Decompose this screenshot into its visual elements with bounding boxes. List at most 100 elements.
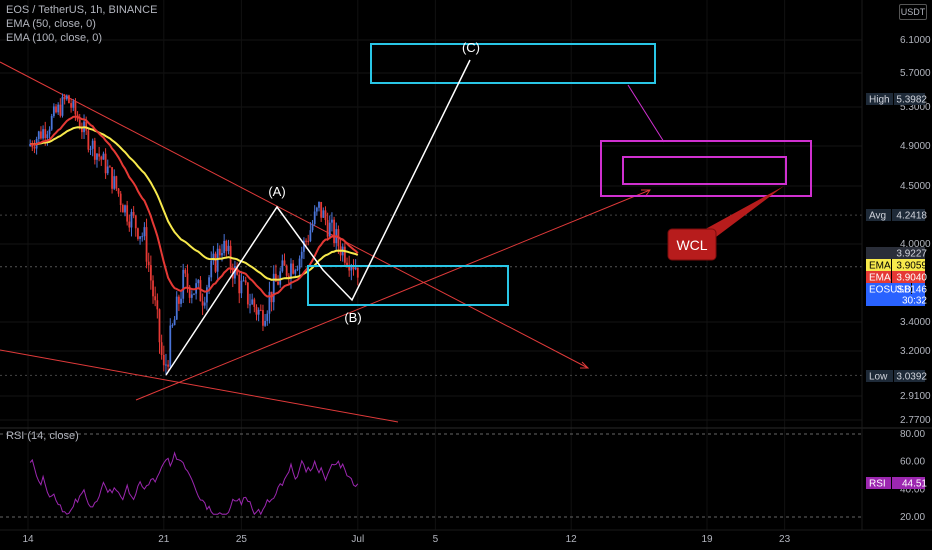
candle-body — [68, 95, 70, 104]
candle-body — [106, 166, 109, 174]
candle-body — [165, 364, 167, 366]
candle-body — [87, 130, 90, 150]
currency-button[interactable]: USDT — [899, 4, 927, 20]
low-label-name: Low — [869, 372, 888, 383]
candle-body — [274, 273, 277, 282]
candle-body — [173, 319, 176, 326]
last-price-label-value-bg — [912, 283, 925, 295]
symbol-title: EOS / TetherUS, 1h, BINANCE — [6, 4, 158, 16]
candle-body — [124, 205, 126, 213]
ema50-legend[interactable]: EMA (50, close, 0) — [6, 18, 96, 30]
rsi-value-label-name: RSI — [869, 479, 886, 490]
candle-body — [102, 153, 105, 160]
candle-body — [70, 103, 73, 108]
candle-body — [296, 268, 299, 271]
avg-label-value: 4.2418 — [896, 211, 927, 222]
candle-body — [346, 262, 348, 266]
high-label-value-bg — [894, 93, 925, 105]
last-price-label-value: 3.8146 — [896, 285, 927, 296]
candle-body — [197, 280, 200, 284]
price-tick-label: 4.5000 — [900, 181, 931, 192]
time-tick-label: Jul — [351, 534, 364, 545]
candle-body — [167, 364, 170, 367]
candle-body — [109, 166, 111, 168]
candle-body — [212, 253, 215, 261]
candle-body — [294, 270, 297, 274]
high-label-name-bg — [866, 93, 893, 105]
rsi-tick-label: 80.00 — [900, 429, 925, 440]
time-tick-label: 5 — [433, 534, 439, 545]
candle-body — [158, 309, 161, 343]
candle-body — [171, 325, 174, 327]
candle-body — [61, 96, 64, 116]
candle-body — [48, 129, 51, 135]
ema50-label-name: EMA — [869, 261, 891, 272]
price-tick-label: 6.1000 — [900, 35, 931, 46]
candle-body — [225, 240, 228, 252]
candle-body — [46, 134, 49, 139]
candle-body — [63, 96, 66, 100]
ema100-legend[interactable]: EMA (100, close, 0) — [6, 32, 102, 44]
candle-body — [121, 205, 124, 213]
candle-body — [281, 260, 284, 272]
rsi-legend[interactable]: RSI (14, close) — [6, 430, 79, 442]
candle-body — [128, 221, 131, 228]
candle-body — [221, 253, 223, 256]
candle-body — [216, 248, 219, 272]
candle-body — [184, 269, 187, 274]
ema100-label-name-bg — [866, 271, 891, 283]
candle-body — [190, 294, 193, 298]
rsi-value-label-value-bg — [892, 477, 925, 489]
candle-body — [40, 131, 42, 139]
candle-body — [85, 121, 88, 131]
candle-body — [74, 101, 77, 115]
ema100-label: EMA 3.9040 — [866, 271, 927, 284]
low-label-name-bg — [866, 370, 893, 382]
price-tick-label: 3.4000 — [900, 317, 931, 328]
candle-body — [180, 298, 182, 304]
candle-body — [44, 129, 47, 139]
wave-label-c: (C) — [462, 40, 480, 55]
candle-body — [33, 147, 36, 149]
candle-body — [315, 207, 318, 212]
time-tick-label: 25 — [236, 534, 248, 545]
candle-body — [65, 95, 68, 100]
candle-body — [50, 116, 53, 130]
wcl-box-inner — [622, 156, 787, 185]
candle-body — [264, 320, 267, 326]
candle-body — [169, 325, 172, 367]
candle-body — [214, 253, 217, 272]
candle-body — [119, 193, 122, 206]
candle-body — [59, 104, 62, 116]
time-tick-label: 21 — [158, 534, 170, 545]
trendline-bottom — [0, 349, 399, 423]
candle-body — [240, 280, 243, 294]
candle-body — [313, 211, 316, 224]
candle-body — [320, 201, 323, 218]
low-label-value: 3.0392 — [896, 372, 927, 383]
candle-body — [311, 223, 314, 231]
candle-body — [37, 131, 40, 140]
candle-body — [324, 210, 327, 221]
wcl-text: WCL — [676, 237, 707, 253]
countdown-label: 30:32 — [866, 294, 927, 307]
high-label-value: 5.3982 — [896, 95, 927, 106]
candle-body — [279, 271, 282, 285]
candle-body — [285, 265, 288, 276]
time-tick-label: 12 — [566, 534, 578, 545]
candle-body — [91, 140, 94, 149]
candle-body — [72, 101, 75, 108]
candle-body — [322, 210, 325, 218]
candle-body — [154, 296, 157, 301]
candle-body — [126, 205, 129, 222]
time-tick-label: 19 — [701, 534, 713, 545]
candle-body — [98, 153, 101, 157]
candle-body — [210, 260, 213, 278]
price-tick-label: 5.7000 — [900, 68, 931, 79]
candle-body — [242, 280, 245, 282]
price-tick-label: 4.0000 — [900, 239, 931, 250]
candle-body — [139, 236, 141, 239]
candle-body — [266, 313, 269, 321]
